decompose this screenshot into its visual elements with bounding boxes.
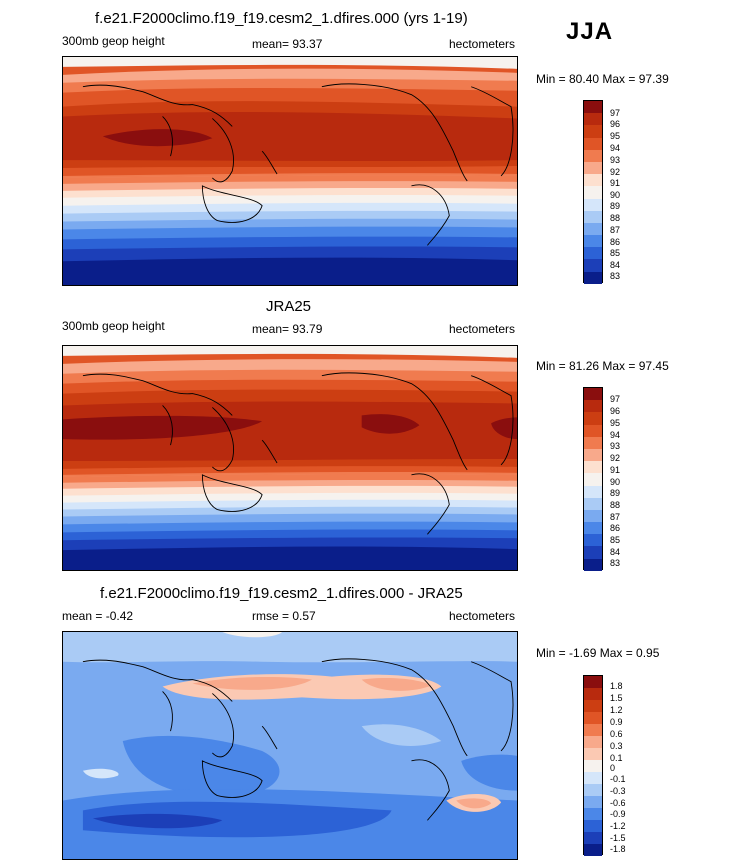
panel1-units-label: hectometers (449, 37, 516, 51)
panel2-variable-label: 300mb geop height (62, 319, 165, 333)
panel1-cbar-label: 88 (610, 213, 621, 223)
panel1-cbar-label: 87 (610, 225, 621, 235)
panel2-cbar-label: 83 (610, 558, 621, 568)
panel1-cbar-label: 96 (610, 119, 621, 129)
panel3-minmax: Min = -1.69 Max = 0.95 (536, 646, 660, 660)
panel1-variable-label: 300mb geop height (62, 34, 165, 48)
panel3-cbar-label: 0.3 (610, 741, 623, 751)
panel3-cbar-label: 1.5 (610, 693, 623, 703)
panel3-cbar-label: -1.8 (610, 844, 626, 854)
panel2-cbar-label: 92 (610, 453, 621, 463)
panel1-cbar-label: 83 (610, 271, 621, 281)
panel2-cbar-label: 93 (610, 441, 621, 451)
panel2-cbar-label: 96 (610, 406, 621, 416)
panel2-map (62, 345, 518, 571)
panel1-cbar-label: 94 (610, 143, 621, 153)
panel1-colorbar (583, 100, 603, 284)
panel3-cbar-label: -0.6 (610, 798, 626, 808)
panel3-cbar-label: 1.8 (610, 681, 623, 691)
panel2-cbar-label: 95 (610, 418, 621, 428)
panel3-mean-label: mean = -0.42 (62, 609, 134, 623)
panel2-cbar-label: 85 (610, 535, 621, 545)
panel1-title: f.e21.F2000climo.f19_f19.cesm2_1.dfires.… (95, 10, 468, 27)
panel3-cbar-label: -1.5 (610, 833, 626, 843)
panel3-cbar-label: 0.9 (610, 717, 623, 727)
panel2-cbar-label: 90 (610, 477, 621, 487)
panel1-mean-label: mean= 93.37 (252, 37, 323, 51)
panel1-cbar-label: 89 (610, 201, 621, 211)
panel2-mean-label: mean= 93.79 (252, 322, 323, 336)
panel3-cbar-label: 0 (610, 763, 616, 773)
panel2-colorbar (583, 387, 603, 571)
panel3-cbar-label: -0.1 (610, 774, 626, 784)
panel1-cbar-label: 97 (610, 108, 621, 118)
panel3-rmse-label: rmse = 0.57 (252, 609, 316, 623)
panel2-cbar-label: 88 (610, 500, 621, 510)
panel3-cbar-label: -1.2 (610, 821, 626, 831)
panel1-minmax: Min = 80.40 Max = 97.39 (536, 72, 669, 86)
panel1-cbar-label: 85 (610, 248, 621, 258)
panel1-cbar-label: 90 (610, 190, 621, 200)
panel2-cbar-label: 84 (610, 547, 621, 557)
panel1-cbar-label: 91 (610, 178, 621, 188)
panel1-cbar-label: 93 (610, 155, 621, 165)
panel2-title: JRA25 (266, 298, 312, 315)
panel2-cbar-label: 86 (610, 523, 621, 533)
panel3-cbar-label: -0.3 (610, 786, 626, 796)
panel2-cbar-label: 91 (610, 465, 621, 475)
panel2-cbar-label: 89 (610, 488, 621, 498)
panel1-cbar-label: 92 (610, 167, 621, 177)
panel3-title: f.e21.F2000climo.f19_f19.cesm2_1.dfires.… (100, 585, 463, 602)
panel2-minmax: Min = 81.26 Max = 97.45 (536, 359, 669, 373)
season-label: JJA (566, 18, 614, 45)
panel3-cbar-label: -0.9 (610, 809, 626, 819)
panel2-cbar-label: 94 (610, 430, 621, 440)
panel2-cbar-label: 97 (610, 394, 621, 404)
panel3-colorbar (583, 675, 603, 856)
panel3-units-label: hectometers (449, 609, 516, 623)
panel2-units-label: hectometers (449, 322, 516, 336)
panel1-cbar-label: 95 (610, 131, 621, 141)
panel1-map (62, 56, 518, 286)
panel2-cbar-label: 87 (610, 512, 621, 522)
panel3-map (62, 631, 518, 860)
panel1-cbar-label: 84 (610, 260, 621, 270)
panel1-cbar-label: 86 (610, 237, 621, 247)
panel3-cbar-label: 0.6 (610, 729, 623, 739)
panel3-cbar-label: 1.2 (610, 705, 623, 715)
panel3-cbar-label: 0.1 (610, 753, 623, 763)
